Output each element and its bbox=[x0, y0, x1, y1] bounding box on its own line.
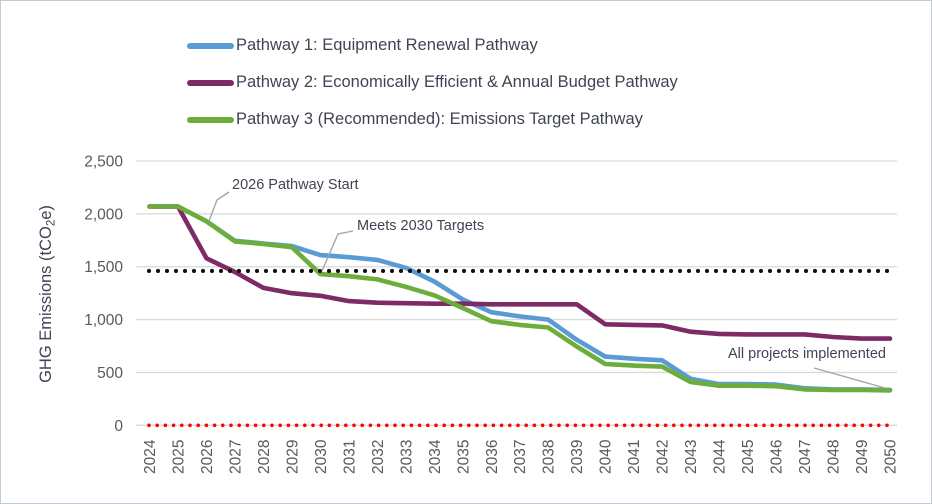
x-tick-label: 2041 bbox=[626, 440, 643, 474]
legend-item-pathway-3: Pathway 3 (Recommended): Emissions Targe… bbox=[187, 101, 678, 138]
annotation-leader-line bbox=[321, 230, 354, 272]
series-line-pathway-3 bbox=[147, 204, 893, 393]
x-tick-label: 2027 bbox=[227, 440, 244, 474]
annotation-meets-2030-targets: Meets 2030 Targets bbox=[357, 218, 485, 234]
x-tick-label: 2026 bbox=[199, 440, 216, 474]
x-tick-label: 2040 bbox=[598, 439, 615, 474]
x-tick-label: 2030 bbox=[313, 439, 330, 474]
y-tick-label: 0 bbox=[114, 418, 123, 435]
x-tick-label: 2025 bbox=[170, 440, 187, 474]
legend-label-pathway-2: Pathway 2: Economically Efficient & Annu… bbox=[236, 73, 678, 91]
x-tick-label: 2049 bbox=[854, 440, 871, 474]
annotation-all-projects-implemented: All projects implemented bbox=[728, 346, 886, 362]
x-tick-label: 2048 bbox=[826, 440, 843, 474]
x-tick-label: 2036 bbox=[484, 440, 501, 474]
x-tick-label: 2024 bbox=[142, 439, 159, 474]
x-tick-label: 2032 bbox=[370, 440, 387, 474]
pathway-3-line-swatch bbox=[187, 116, 234, 123]
x-tick-label: 2033 bbox=[398, 440, 415, 474]
legend-item-pathway-2: Pathway 2: Economically Efficient & Annu… bbox=[187, 64, 678, 101]
x-tick-label: 2029 bbox=[284, 440, 301, 474]
x-tick-label: 2042 bbox=[655, 440, 672, 474]
x-tick-label: 2044 bbox=[712, 439, 729, 474]
x-tick-label: 2043 bbox=[683, 440, 700, 474]
y-tick-label: 1,000 bbox=[84, 312, 123, 329]
pathway-2-line-swatch bbox=[187, 79, 234, 86]
y-tick-label: 1,500 bbox=[84, 259, 123, 276]
y-tick-label: 500 bbox=[97, 365, 123, 382]
legend-label-pathway-3: Pathway 3 (Recommended): Emissions Targe… bbox=[236, 110, 643, 128]
x-tick-label: 2050 bbox=[882, 439, 899, 474]
annotation-leader-line bbox=[813, 367, 886, 389]
pathway-1-line-swatch bbox=[187, 42, 234, 49]
x-tick-label: 2038 bbox=[541, 440, 558, 474]
y-tick-label: 2,500 bbox=[84, 154, 123, 171]
y-axis-title: GHG Emissions (tCO2e) bbox=[37, 205, 58, 383]
chart-legend: Pathway 1: Equipment Renewal Pathway Pat… bbox=[187, 27, 678, 138]
series-line-pathway-2 bbox=[147, 204, 893, 341]
x-tick-label: 2028 bbox=[256, 440, 273, 474]
legend-label-pathway-1: Pathway 1: Equipment Renewal Pathway bbox=[236, 36, 538, 54]
annotation-leader-line bbox=[208, 191, 230, 222]
x-tick-label: 2047 bbox=[797, 440, 814, 474]
x-tick-label: 2039 bbox=[569, 440, 586, 474]
y-tick-label: 2,000 bbox=[84, 206, 123, 223]
x-tick-label: 2034 bbox=[427, 439, 444, 474]
x-tick-label: 2046 bbox=[769, 440, 786, 474]
x-tick-label: 2031 bbox=[341, 440, 358, 474]
annotation-2026-pathway-start: 2026 Pathway Start bbox=[232, 177, 359, 193]
x-tick-label: 2045 bbox=[740, 440, 757, 474]
series-line-pathway-1 bbox=[147, 204, 893, 393]
x-tick-label: 2037 bbox=[512, 440, 529, 474]
legend-item-pathway-1: Pathway 1: Equipment Renewal Pathway bbox=[187, 27, 678, 64]
x-tick-label: 2035 bbox=[455, 440, 472, 474]
